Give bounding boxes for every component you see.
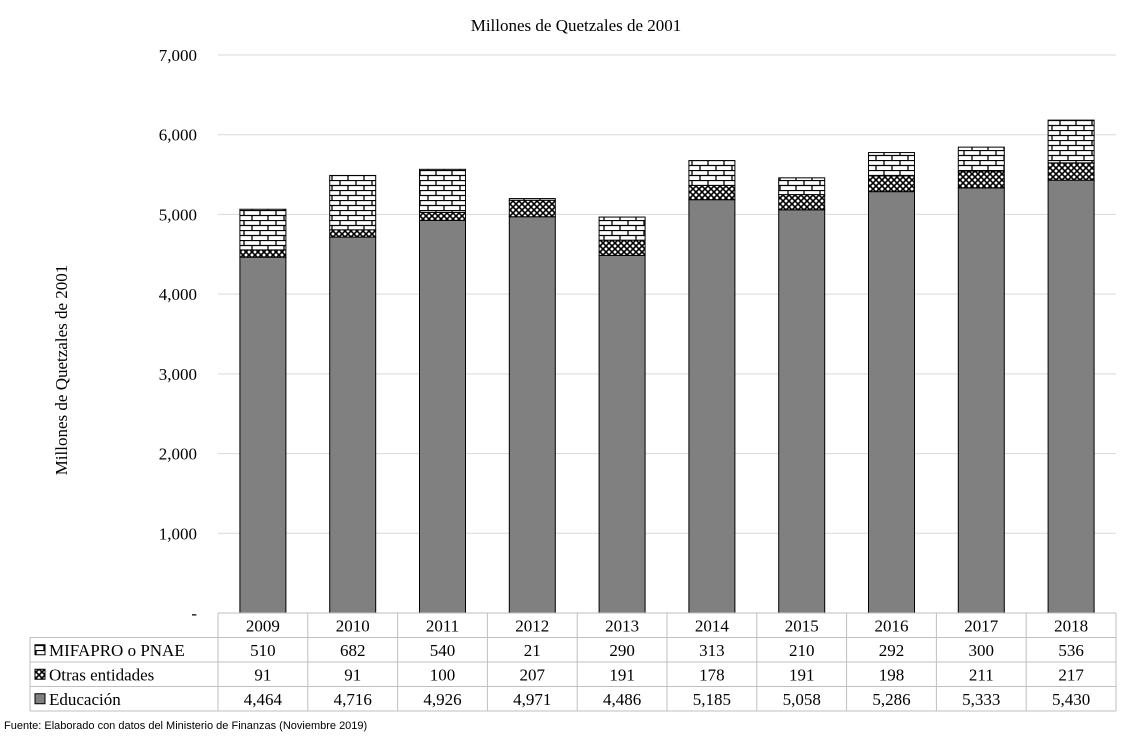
data-label: 4,926 — [423, 690, 461, 709]
data-label: 300 — [969, 641, 995, 660]
x-tick-label: 2010 — [336, 616, 370, 635]
data-label: 5,286 — [872, 690, 910, 709]
bar-segment — [868, 175, 915, 193]
x-tick-label: 2009 — [246, 616, 280, 635]
data-label: 290 — [609, 641, 635, 660]
bar-segment — [598, 239, 646, 256]
x-tick-label: 2018 — [1054, 616, 1088, 635]
bar-segment — [688, 160, 736, 186]
data-label: 682 — [340, 641, 366, 660]
legend-label: Educación — [49, 690, 121, 709]
source-note: Fuente: Elaborado con datos del Minister… — [4, 720, 368, 732]
bar-segment — [508, 198, 556, 201]
y-tick-label: 3,000 — [159, 365, 197, 384]
data-label: 217 — [1058, 665, 1084, 684]
data-label: 4,486 — [603, 690, 641, 709]
bar-segment — [868, 191, 915, 614]
data-label: 211 — [969, 665, 994, 684]
data-label: 191 — [789, 665, 815, 684]
legend-label: Otras entidades — [49, 665, 154, 684]
x-tick-label: 2011 — [426, 616, 459, 635]
bar-segment — [239, 256, 287, 614]
data-label: 178 — [699, 665, 725, 684]
data-label: 198 — [879, 665, 905, 684]
data-label: 21 — [524, 641, 541, 660]
data-label: 292 — [879, 641, 905, 660]
bar-segment — [239, 208, 287, 251]
data-label: 5,058 — [783, 690, 821, 709]
bar-segment — [598, 216, 646, 241]
data-label: 4,716 — [334, 690, 372, 709]
bar-segment — [598, 254, 646, 614]
y-axis-label: Millones de Quetzales de 2001 — [52, 265, 71, 476]
y-tick-label: 6,000 — [159, 126, 197, 145]
x-tick-label: 2012 — [515, 616, 549, 635]
bar-segment — [778, 177, 826, 196]
bar-segment — [957, 187, 1005, 614]
data-label: 313 — [699, 641, 725, 660]
bar-segment — [508, 216, 556, 614]
x-tick-label: 2017 — [964, 616, 999, 635]
y-axis-ticks: - 1,000 2,000 3,000 4,000 5,000 6,000 7,000 — [159, 46, 198, 623]
bars — [239, 119, 1095, 614]
bar-segment — [329, 174, 377, 231]
bar-segment — [778, 194, 826, 211]
x-tick-label: 2013 — [605, 616, 639, 635]
data-label: 540 — [430, 641, 456, 660]
data-label: 5,185 — [693, 690, 731, 709]
y-tick-label: 1,000 — [159, 524, 197, 543]
bar-segment — [1047, 119, 1095, 164]
legend-label: MIFAPRO o PNAE — [49, 641, 185, 660]
y-tick-label: - — [191, 604, 197, 623]
bar-segment — [1047, 162, 1095, 181]
data-label: 5,333 — [962, 690, 1000, 709]
bar-segment — [329, 229, 377, 238]
bar-segment — [419, 219, 466, 614]
bar-segment — [868, 152, 915, 177]
bar-segment — [688, 199, 736, 614]
x-tick-label: 2014 — [695, 616, 730, 635]
data-label: 210 — [789, 641, 815, 660]
data-label: 510 — [250, 641, 276, 660]
bar-segment — [419, 168, 466, 213]
data-label: 5,430 — [1052, 690, 1090, 709]
y-tick-label: 5,000 — [159, 205, 197, 224]
y-tick-label: 4,000 — [159, 285, 197, 304]
bar-segment — [778, 209, 826, 614]
data-label: 191 — [609, 665, 635, 684]
bar-segment — [1047, 179, 1095, 614]
bar-segment — [957, 146, 1005, 172]
data-label: 100 — [430, 665, 456, 684]
x-tick-label: 2015 — [785, 616, 819, 635]
data-label: 4,464 — [244, 690, 283, 709]
bar-segment — [329, 236, 377, 614]
bar-segment — [419, 211, 466, 221]
data-label: 91 — [344, 665, 361, 684]
chart-title: Millones de Quetzales de 2001 — [471, 16, 682, 35]
data-table: 2009 2010 2011 2012 2013 2014 2015 2016 2017 2018… — [29, 612, 1117, 712]
data-label: 4,971 — [513, 690, 551, 709]
bar-segment — [957, 170, 1005, 189]
y-tick-label: 7,000 — [159, 46, 197, 65]
legend-swatch — [34, 644, 46, 656]
legend-swatch — [34, 668, 46, 680]
legend-swatch — [34, 693, 46, 705]
bar-segment — [239, 249, 287, 258]
bar-segment — [508, 199, 556, 218]
y-tick-label: 2,000 — [159, 445, 197, 464]
data-label: 536 — [1058, 641, 1084, 660]
x-tick-label: 2016 — [875, 616, 909, 635]
data-label: 91 — [254, 665, 271, 684]
stacked-bar-chart: Millones de Quetzales de 2001 Millones d… — [29, 16, 1117, 712]
data-label: 207 — [520, 665, 546, 684]
bar-segment — [688, 184, 736, 201]
